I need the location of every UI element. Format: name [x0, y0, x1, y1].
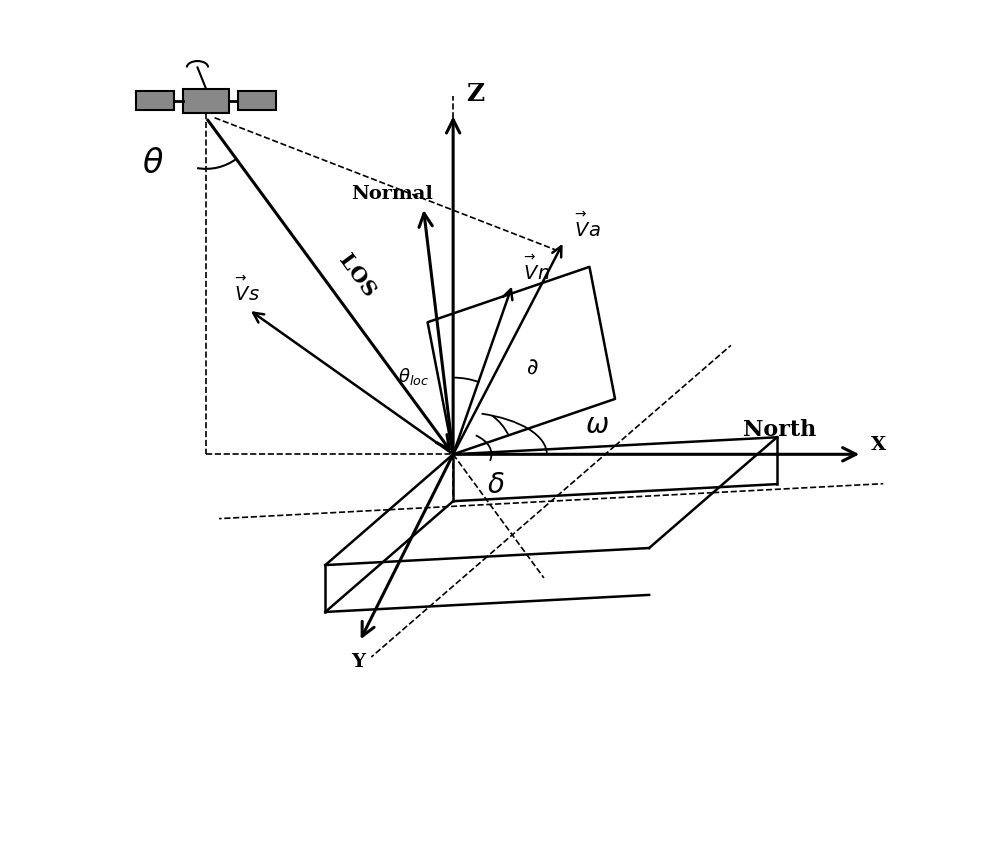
Text: North: North: [743, 418, 816, 441]
Text: $\omega$: $\omega$: [585, 412, 609, 439]
Text: $\delta$: $\delta$: [487, 472, 505, 499]
Text: $\overset{\rightarrow}{V}n$: $\overset{\rightarrow}{V}n$: [521, 254, 551, 284]
Text: Normal: Normal: [351, 184, 433, 203]
Text: $\theta_{loc}$: $\theta_{loc}$: [398, 365, 429, 387]
Text: LOS: LOS: [335, 251, 379, 301]
Text: X: X: [871, 436, 886, 454]
Polygon shape: [183, 88, 229, 113]
Text: $\theta$: $\theta$: [142, 148, 164, 180]
Polygon shape: [238, 91, 276, 110]
Polygon shape: [136, 91, 174, 110]
Text: Z: Z: [466, 81, 484, 106]
Text: $\partial$: $\partial$: [526, 356, 538, 378]
Text: $\overset{\rightarrow}{V}a$: $\overset{\rightarrow}{V}a$: [572, 211, 602, 241]
Text: $\overset{\rightarrow}{V}s$: $\overset{\rightarrow}{V}s$: [232, 275, 260, 305]
Text: Y: Y: [351, 653, 365, 671]
